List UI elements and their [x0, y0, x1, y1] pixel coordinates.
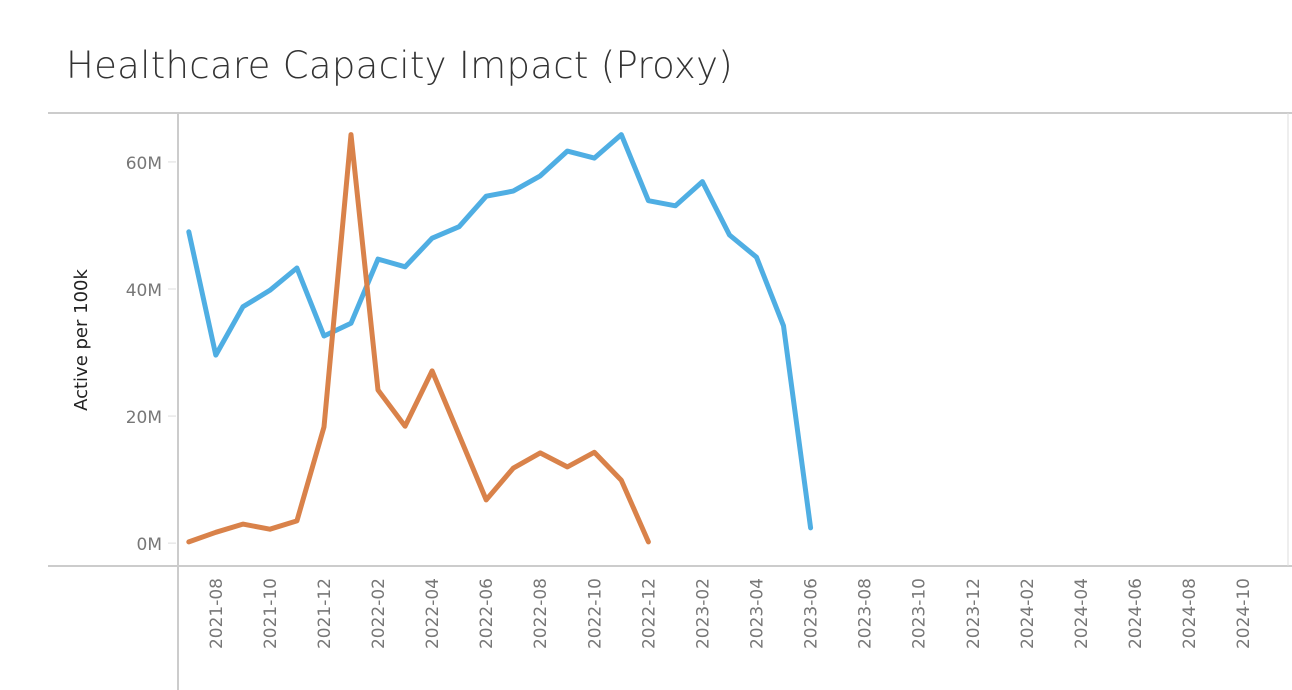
x-tick-label: 2024-10 — [1234, 578, 1254, 649]
x-tick-label: 2023-08 — [856, 578, 876, 649]
y-tick-label: 20M — [126, 408, 162, 428]
x-tick-label: 2022-08 — [531, 578, 551, 649]
y-tick-label: 0M — [137, 535, 162, 555]
x-tick-label: 2023-06 — [802, 578, 822, 649]
x-tick-label: 2024-04 — [1072, 578, 1092, 649]
y-axis-label: Active per 100k — [71, 269, 92, 411]
chart-title: Healthcare Capacity Impact (Proxy) — [66, 44, 734, 87]
x-tick-label: 2022-02 — [369, 578, 389, 649]
x-tick-label: 2021-08 — [207, 578, 227, 649]
x-tick-label: 2023-12 — [964, 578, 984, 649]
x-tick-label: 2023-04 — [747, 578, 767, 649]
y-tick-label: 40M — [126, 281, 162, 301]
x-tick-label: 2021-12 — [315, 578, 335, 649]
x-tick-label: 2023-10 — [910, 578, 930, 649]
y-tick-label: 60M — [126, 154, 162, 174]
x-tick-label: 2022-04 — [423, 578, 443, 649]
series-line-1 — [186, 132, 814, 531]
series-line-2 — [186, 132, 651, 545]
x-tick-label: 2024-02 — [1018, 578, 1038, 649]
x-tick-label: 2024-08 — [1180, 578, 1200, 649]
x-tick-label: 2022-06 — [477, 578, 497, 649]
x-tick-label: 2023-02 — [693, 578, 713, 649]
x-tick-label: 2022-12 — [639, 578, 659, 649]
x-tick-label: 2022-10 — [585, 578, 605, 649]
x-tick-label: 2024-06 — [1126, 578, 1146, 649]
x-tick-label: 2021-10 — [261, 578, 281, 649]
